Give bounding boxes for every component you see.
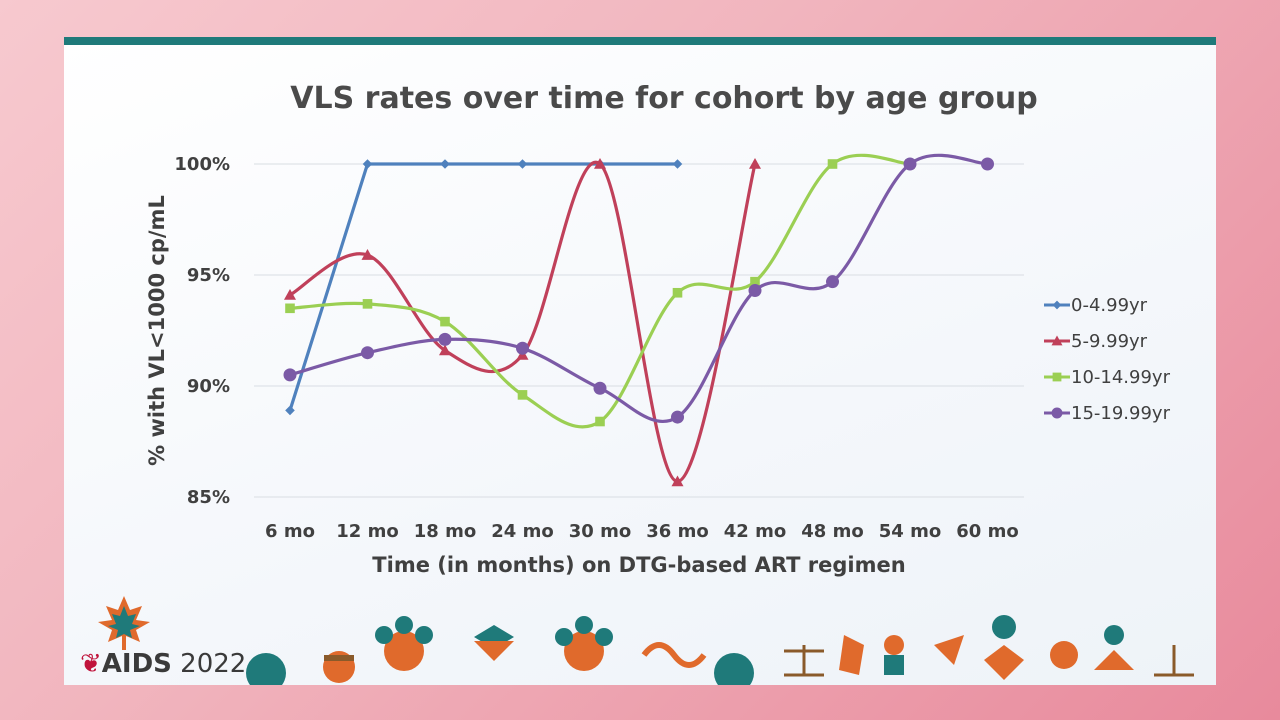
data-point (749, 158, 761, 169)
data-point (827, 159, 838, 169)
red-ribbon-icon: ❦ (80, 649, 102, 679)
data-point (362, 299, 373, 309)
data-point (516, 341, 529, 355)
conference-logo: ❦AIDS 2022 (80, 649, 246, 679)
top-accent-bar (64, 37, 1216, 45)
data-point (826, 275, 839, 289)
x-tick-label: 30 mo (569, 521, 631, 542)
legend-entry: 15-19.99yr (1071, 403, 1171, 424)
legend-entry: 0-4.99yr (1071, 295, 1148, 316)
data-point (285, 405, 295, 416)
data-point (284, 288, 296, 300)
x-tick-label: 12 mo (336, 521, 398, 542)
data-point (439, 344, 451, 356)
x-tick-label: 6 mo (265, 521, 315, 542)
x-tick-label: 54 mo (879, 521, 941, 542)
legend-marker (1052, 300, 1062, 310)
legend-entry: 5-9.99yr (1071, 331, 1148, 352)
data-point (517, 159, 528, 169)
data-point (440, 159, 450, 169)
decorative-pattern-icon (246, 615, 1194, 685)
series-line (288, 160, 757, 484)
data-point (438, 332, 452, 346)
line-chart: 85% 90% 95% 100% 6 mo 12 mo 18 mo 24 mo 30 mo 36 … (145, 153, 1171, 577)
data-point (517, 390, 528, 400)
y-tick-label: 85% (187, 487, 230, 508)
y-tick-label: 100% (174, 154, 230, 175)
data-point (361, 346, 374, 360)
data-point (594, 158, 606, 169)
data-point (361, 249, 374, 260)
x-tick-label: 60 mo (956, 521, 1018, 542)
event-year: 2022 (180, 649, 247, 679)
legend-marker (1052, 372, 1062, 382)
slide: VLS rates over time for cohort by age gr… (64, 37, 1216, 685)
x-tick-label: 48 mo (801, 521, 863, 542)
data-point (440, 316, 450, 327)
x-tick-label: 18 mo (414, 521, 476, 542)
data-point (671, 475, 684, 487)
data-point (750, 276, 760, 287)
legend-entry: 10-14.99yr (1071, 367, 1171, 388)
data-point (593, 381, 607, 395)
chart-title: VLS rates over time for cohort by age gr… (290, 81, 1038, 116)
y-tick-label: 95% (187, 265, 230, 286)
data-point (748, 284, 762, 298)
data-point (672, 287, 683, 298)
data-point (672, 159, 683, 169)
series-line (288, 162, 680, 412)
x-tick-label: 42 mo (724, 521, 786, 542)
legend-marker (1051, 407, 1063, 419)
x-axis-label: Time (in months) on DTG-based ART regime… (372, 553, 905, 577)
data-point (595, 416, 605, 427)
series-line (288, 153, 990, 424)
legend-marker (1051, 335, 1063, 346)
data-point (981, 157, 994, 171)
data-point (362, 159, 373, 169)
event-name: AIDS (101, 649, 172, 679)
y-axis-label: % with VL<1000 cp/mL (145, 195, 169, 466)
data-point (903, 157, 917, 171)
series-line (288, 153, 912, 429)
x-tick-label: 36 mo (646, 521, 708, 542)
y-tick-label: 90% (187, 376, 230, 397)
data-point (285, 303, 295, 314)
data-point (671, 410, 684, 424)
data-point (283, 368, 297, 382)
x-tick-label: 24 mo (491, 521, 553, 542)
maple-leaf-logo-icon (98, 596, 150, 650)
